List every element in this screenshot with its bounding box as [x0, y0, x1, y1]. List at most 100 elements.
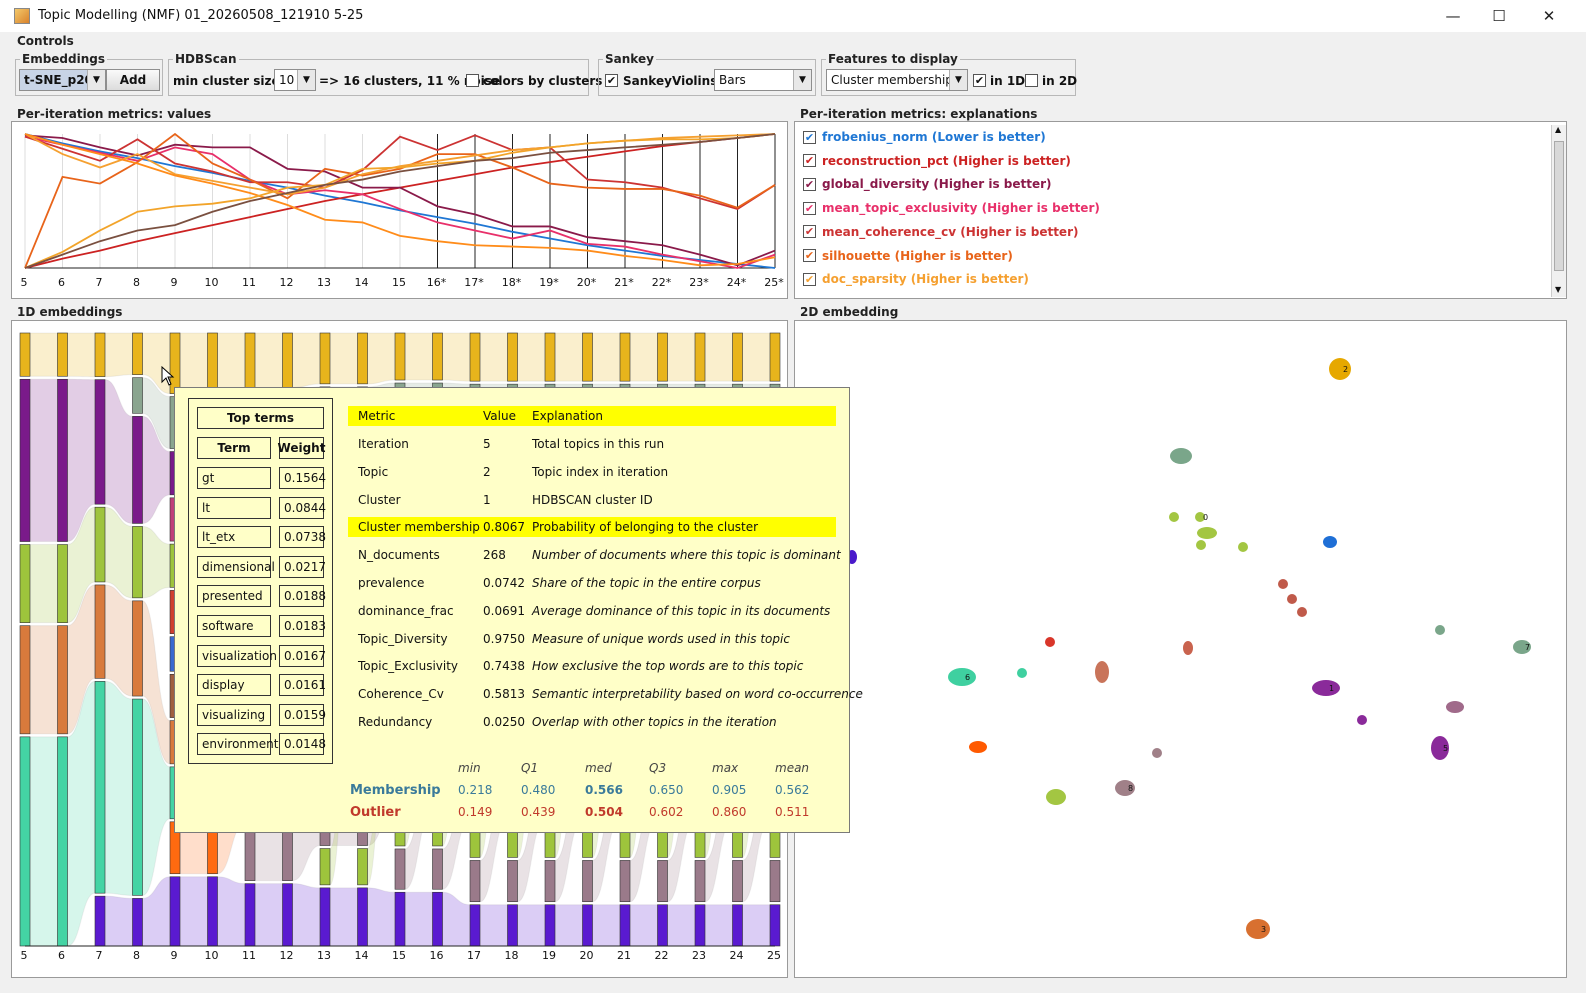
- sankey-flow[interactable]: [179, 332, 208, 395]
- sankey-flow[interactable]: [217, 332, 246, 395]
- sankey-flow[interactable]: [254, 883, 283, 947]
- sankey-node[interactable]: [769, 332, 781, 382]
- metric-explanation-item[interactable]: ✔ mean_topic_exclusivity (Higher is bette…: [803, 199, 1100, 217]
- sankey-flow[interactable]: [592, 904, 621, 947]
- sankey-flow[interactable]: [254, 332, 283, 389]
- embedding-scatter[interactable]: 2 0 7 6 1 5 8 3: [795, 321, 1568, 979]
- scatter-point[interactable]: [948, 668, 976, 686]
- sankey-node[interactable]: [432, 332, 443, 381]
- sankey-node[interactable]: [732, 860, 743, 903]
- scatter-point[interactable]: [1357, 715, 1367, 725]
- scatter-point[interactable]: [1196, 540, 1206, 550]
- sankey-node[interactable]: [244, 883, 256, 947]
- scrollbar-thumb[interactable]: [1554, 141, 1564, 271]
- sankey-node[interactable]: [319, 887, 331, 947]
- sankey-node[interactable]: [657, 904, 668, 947]
- metric-toggle-checkbox[interactable]: ✔: [803, 130, 816, 144]
- sankey-flow[interactable]: [517, 904, 546, 947]
- min-cluster-select[interactable]: 10 ▼: [274, 69, 316, 91]
- scatter-point[interactable]: [969, 741, 987, 753]
- add-button[interactable]: Add: [106, 69, 160, 91]
- sankey-flow[interactable]: [592, 332, 621, 382]
- sankey-node[interactable]: [319, 848, 331, 886]
- sankey-node[interactable]: [94, 681, 106, 894]
- sankey-flow[interactable]: [704, 332, 733, 382]
- scatter-point[interactable]: [1046, 789, 1066, 805]
- sankey-flow[interactable]: [704, 904, 733, 947]
- sankey-flow[interactable]: [104, 584, 133, 697]
- sankey-flow[interactable]: [217, 876, 246, 947]
- sankey-node[interactable]: [94, 584, 106, 679]
- sankey-flow[interactable]: [667, 332, 696, 382]
- sankey-flow[interactable]: [29, 378, 58, 543]
- scatter-point[interactable]: [1045, 637, 1055, 647]
- embedding-select[interactable]: t-SNE_p20 ▼: [19, 69, 106, 91]
- sankey-flow[interactable]: [254, 825, 283, 882]
- sankey-node[interactable]: [19, 736, 31, 947]
- sankey-node[interactable]: [282, 332, 293, 388]
- scatter-point[interactable]: [1329, 358, 1351, 380]
- sankey-node[interactable]: [544, 860, 556, 903]
- sankey-node[interactable]: [582, 904, 593, 947]
- sankey-node[interactable]: [507, 332, 518, 382]
- scatter-point[interactable]: [1246, 919, 1270, 939]
- features-select[interactable]: Cluster membership ▼: [826, 69, 968, 91]
- sankey-node[interactable]: [582, 860, 593, 903]
- sankey-node[interactable]: [57, 332, 68, 377]
- sankey-flow[interactable]: [29, 544, 58, 624]
- sankey-node[interactable]: [57, 544, 68, 623]
- sankey-flow[interactable]: [104, 332, 133, 378]
- sankey-flow[interactable]: [67, 332, 96, 378]
- maximize-button[interactable]: ☐: [1492, 7, 1506, 25]
- sankey-node[interactable]: [132, 332, 143, 375]
- metric-explanation-item[interactable]: ✔ mean_coherence_cv (Higher is better): [803, 223, 1078, 241]
- sankey-flow[interactable]: [142, 525, 171, 599]
- sankey-flow[interactable]: [104, 680, 133, 896]
- sankey-flow[interactable]: [517, 332, 546, 382]
- sankey-flow[interactable]: [179, 876, 208, 947]
- sankey-node[interactable]: [19, 625, 31, 735]
- metric-toggle-checkbox[interactable]: ✔: [803, 225, 816, 239]
- scatter-point[interactable]: [1152, 748, 1162, 758]
- metric-explanation-item[interactable]: ✔ silhouette (Higher is better): [803, 247, 1013, 265]
- sankey-node[interactable]: [732, 904, 743, 947]
- sankey-node[interactable]: [132, 698, 143, 896]
- sankey-node[interactable]: [19, 332, 31, 377]
- sankey-node[interactable]: [57, 378, 68, 542]
- sankey-node[interactable]: [19, 378, 31, 542]
- sankey-flow[interactable]: [629, 904, 658, 947]
- sankey-flow[interactable]: [329, 887, 358, 947]
- sankey-node[interactable]: [657, 860, 668, 903]
- scatter-point[interactable]: [1183, 641, 1193, 655]
- scatter-point[interactable]: [1278, 579, 1288, 589]
- sankey-node[interactable]: [732, 332, 743, 382]
- sankey-node[interactable]: [132, 898, 143, 947]
- sankey-flow[interactable]: [104, 895, 133, 947]
- sankey-node[interactable]: [544, 332, 556, 382]
- scatter-point[interactable]: [1195, 512, 1205, 522]
- sankey-node[interactable]: [357, 332, 368, 385]
- sankey-node[interactable]: [619, 860, 631, 903]
- scatter-point[interactable]: [1513, 640, 1531, 654]
- scatter-point[interactable]: [1197, 527, 1217, 539]
- sankey-flow[interactable]: [667, 904, 696, 947]
- sankey-flow[interactable]: [554, 904, 583, 947]
- sankey-node[interactable]: [244, 825, 256, 881]
- sankey-flow[interactable]: [479, 332, 508, 382]
- metric-toggle-checkbox[interactable]: ✔: [803, 201, 816, 215]
- sankey-flow[interactable]: [404, 891, 433, 947]
- scatter-point[interactable]: [1115, 780, 1135, 796]
- violins-select[interactable]: Bars ▼: [714, 69, 812, 91]
- sankey-node[interactable]: [244, 332, 256, 388]
- sankey-node[interactable]: [394, 891, 406, 947]
- close-button[interactable]: ✕: [1542, 7, 1556, 25]
- sankey-flow[interactable]: [29, 332, 58, 377]
- sankey-node[interactable]: [694, 332, 706, 382]
- sankey-flow[interactable]: [29, 736, 58, 947]
- scatter-point[interactable]: [1435, 625, 1445, 635]
- metric-toggle-checkbox[interactable]: ✔: [803, 154, 816, 168]
- sankey-node[interactable]: [132, 600, 143, 697]
- metric-explanation-item[interactable]: ✔ reconstruction_pct (Higher is better): [803, 152, 1071, 170]
- sankey-node[interactable]: [132, 416, 143, 524]
- sankey-flow[interactable]: [442, 332, 471, 382]
